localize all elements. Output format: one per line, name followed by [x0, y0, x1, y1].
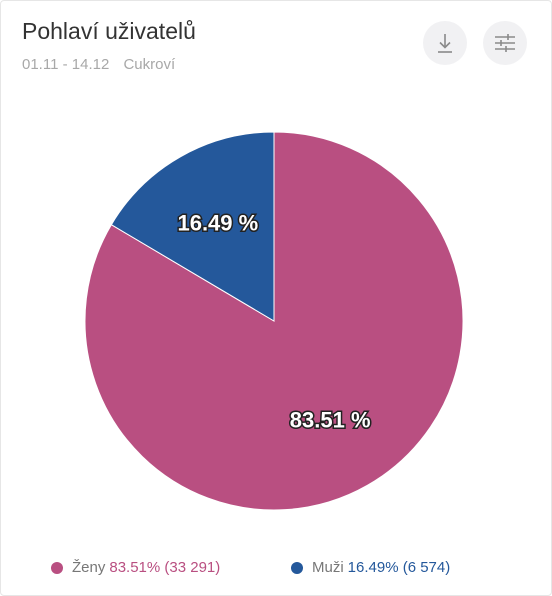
legend-item-zeny[interactable]: Ženy 83.51% (33 291) — [51, 559, 220, 576]
slice-data-label: 83.51 % — [290, 408, 371, 433]
pie-slice-muzi[interactable] — [110, 131, 275, 322]
legend-value: 16.49% (6 574) — [347, 559, 451, 576]
pie-chart: 83.51 % 16.49 % — [84, 131, 464, 511]
legend-value: 83.51% (33 291) — [109, 559, 221, 576]
sliders-icon — [495, 34, 515, 52]
legend-marker — [291, 561, 303, 574]
chart-subtitle: 01.11 - 14.12 Cukroví — [22, 56, 185, 73]
download-icon — [438, 34, 452, 53]
segment-name: Cukroví — [123, 56, 176, 73]
date-range: 01.11 - 14.12 — [22, 56, 110, 73]
legend-label: Muži — [312, 559, 344, 576]
slice-data-label: 16.49 % — [177, 210, 258, 235]
legend-label: Ženy — [72, 559, 106, 576]
legend-marker — [51, 561, 63, 574]
chart-title: Pohlaví uživatelů — [22, 18, 196, 44]
legend-item-muzi[interactable]: Muži 16.49% (6 574) — [291, 559, 450, 576]
download-button[interactable] — [423, 21, 467, 65]
chart-settings-button[interactable] — [483, 21, 527, 65]
